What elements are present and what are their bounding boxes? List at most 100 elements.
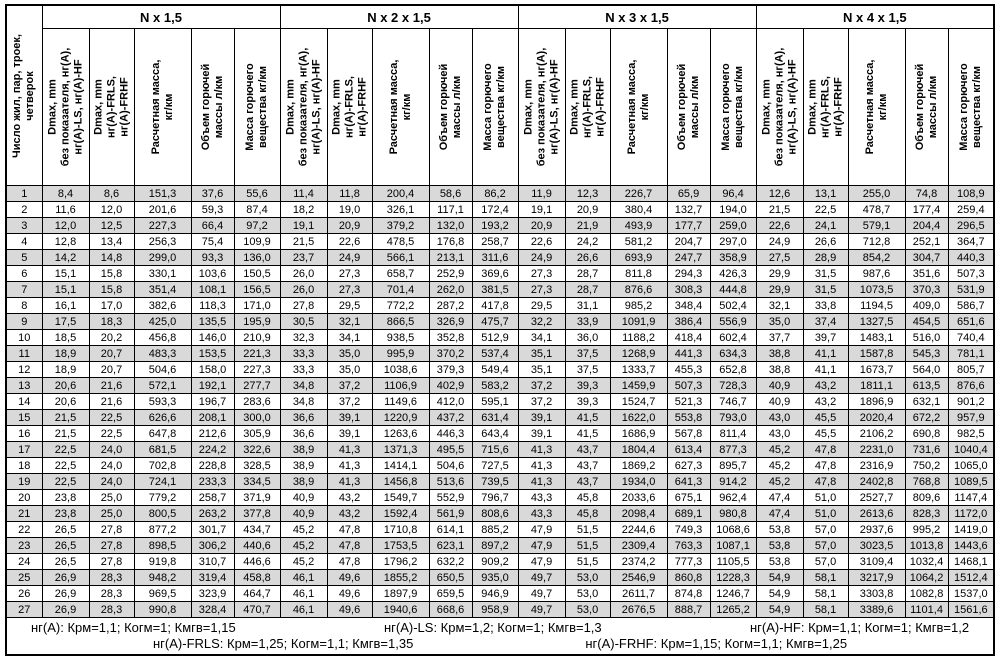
cell: 21,6 (88, 393, 135, 410)
row-number: 23 (5, 537, 43, 554)
cell: 308,3 (666, 281, 711, 298)
cell: 458,8 (233, 569, 281, 586)
cell: 256,3 (133, 233, 192, 250)
cell: 47,8 (326, 553, 373, 570)
cell: 1038,6 (371, 361, 430, 378)
cell: 502,4 (709, 297, 757, 314)
cell: 370,2 (428, 345, 473, 362)
cell: 15,1 (41, 281, 90, 298)
cell: 651,6 (947, 313, 995, 330)
footnote: нг(А)-FRHF: Крм=1,15; Когм=1,1; Кмгв=1,2… (585, 636, 848, 651)
cell: 49,6 (326, 585, 373, 602)
cell: 1537,0 (947, 585, 995, 602)
table-row: 16 21,5 22,5 647,8 212,6 305,9 36,6 39,1 1263,6 4… (5, 425, 995, 442)
cell: 1592,4 (371, 505, 430, 522)
cell: 330,1 (133, 265, 192, 282)
cell: 192,1 (190, 377, 235, 394)
cell: 12,0 (41, 217, 90, 234)
cell: 300,0 (233, 409, 281, 426)
cell: 895,7 (709, 457, 757, 474)
row-number: 1 (5, 185, 43, 202)
table-row: 18 22,5 24,0 702,8 228,8 328,5 38,9 41,3 1414,1 5… (5, 457, 995, 474)
cell: 93,3 (190, 249, 235, 266)
cell: 24,2 (564, 233, 611, 250)
cell: 579,1 (847, 217, 906, 234)
cell: 866,5 (371, 313, 430, 330)
cell: 118,3 (190, 297, 235, 314)
cell: 507,3 (947, 265, 995, 282)
footnote-line: нг(А)-FRLS: Крм=1,25; Когм=1,1; Кмгв=1,3… (7, 636, 993, 654)
column-header: Dmax, mm нг(А)-FRLS, нг(А)-FRHF (326, 28, 373, 186)
cell: 777,3 (666, 553, 711, 570)
cell: 876,6 (947, 377, 995, 394)
cell: 1065,0 (947, 457, 995, 474)
cell: 1796,2 (371, 553, 430, 570)
cell: 25,0 (88, 489, 135, 506)
cell: 51,5 (564, 537, 611, 554)
cell: 43,2 (802, 377, 849, 394)
cell: 323,9 (190, 585, 235, 602)
table-row: 7 15,1 15,8 351,4 108,1 156,5 26,0 27,3 701,4 262… (5, 281, 995, 298)
cell: 22,6 (326, 233, 373, 250)
cell: 1414,1 (371, 457, 430, 474)
cell: 493,9 (609, 217, 668, 234)
column-header: Масса горючего вещества кг/км (233, 28, 281, 186)
cell: 364,7 (947, 233, 995, 250)
cell: 54,9 (755, 569, 804, 586)
cell: 53,8 (755, 537, 804, 554)
cell: 18,9 (41, 345, 90, 362)
cell: 552,9 (428, 489, 473, 506)
cell: 108,1 (190, 281, 235, 298)
cell: 28,3 (88, 601, 135, 618)
cell: 41,1 (802, 361, 849, 378)
cell: 28,9 (802, 249, 849, 266)
footnote: нг(А)-LS: Крм=1,2; Когм=1; Кмгв=1,3 (383, 620, 602, 635)
cell: 995,9 (371, 345, 430, 362)
cell: 1419,0 (947, 521, 995, 538)
cell: 768,8 (904, 473, 949, 490)
cell: 897,2 (471, 537, 519, 554)
cell: 750,2 (904, 457, 949, 474)
cell: 212,6 (190, 425, 235, 442)
cell: 382,6 (133, 297, 192, 314)
cell: 20,6 (41, 393, 90, 410)
cell: 21,5 (41, 409, 90, 426)
cell: 26,5 (41, 521, 90, 538)
cell: 1147,4 (947, 489, 995, 506)
cell: 531,9 (947, 281, 995, 298)
cell: 38,9 (279, 457, 328, 474)
cell: 877,2 (133, 521, 192, 538)
cell: 1587,8 (847, 345, 906, 362)
cell: 32,3 (279, 329, 328, 346)
row-number: 22 (5, 521, 43, 538)
cell: 47,9 (517, 553, 566, 570)
cell: 980,8 (709, 505, 757, 522)
cell: 13,4 (88, 233, 135, 250)
cell: 1106,9 (371, 377, 430, 394)
column-header-label: Dmax, mm нг(А)-FRLS, нг(А)-FRHF (92, 76, 130, 138)
table-row: 15 21,5 22,5 626,6 208,1 300,0 36,6 39,1 1220,9 4… (5, 409, 995, 426)
cell: 441,3 (666, 345, 711, 362)
cell: 54,9 (755, 585, 804, 602)
cell: 1443,6 (947, 537, 995, 554)
cell: 23,7 (279, 249, 328, 266)
cell: 938,5 (371, 329, 430, 346)
cell: 2374,2 (609, 553, 668, 570)
cell: 53,0 (564, 569, 611, 586)
cell: 47,8 (326, 521, 373, 538)
cell: 811,8 (609, 265, 668, 282)
table-row: 1 8,4 8,6 151,3 37,6 55,6 11,4 11,8 200,4 58,6 86,… (5, 185, 995, 202)
cell: 631,4 (471, 409, 519, 426)
cell: 46,1 (279, 585, 328, 602)
cell: 632,2 (428, 553, 473, 570)
cell: 613,5 (904, 377, 949, 394)
cell: 29,9 (755, 265, 804, 282)
cell: 26,0 (279, 281, 328, 298)
cell: 35,1 (517, 361, 566, 378)
cell: 1456,8 (371, 473, 430, 490)
table-row: 25 26,9 28,3 948,2 319,4 458,8 46,1 49,6 1855,2 6… (5, 569, 995, 586)
cell: 12,6 (755, 185, 804, 202)
cell: 334,5 (233, 473, 281, 490)
cell: 19,1 (279, 217, 328, 234)
